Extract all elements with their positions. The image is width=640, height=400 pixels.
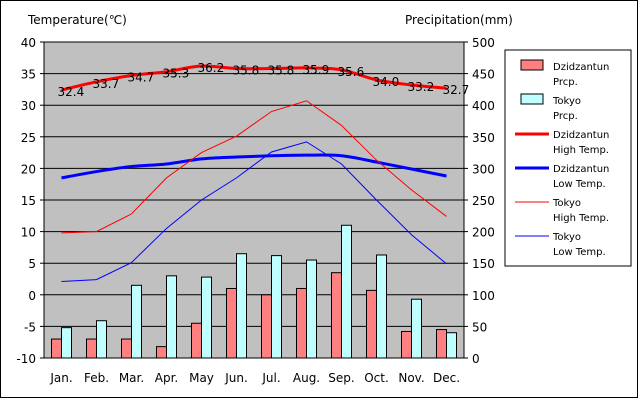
x-tick-label: Sep. — [328, 371, 354, 385]
bar — [191, 322, 202, 359]
data-label: 33.7 — [93, 77, 120, 91]
x-tick-label: Apr. — [155, 371, 178, 385]
y2-tick-label: 200 — [472, 226, 495, 240]
bar — [411, 298, 422, 359]
bar — [96, 320, 107, 359]
y2-tick-label: 400 — [472, 99, 495, 113]
bar — [166, 275, 177, 359]
bar — [446, 332, 457, 359]
bar — [341, 224, 352, 359]
y-tick-label: -10 — [16, 352, 36, 366]
left-axis-title: Temperature(℃) — [27, 13, 127, 27]
legend-box — [504, 49, 632, 267]
data-label: 32.4 — [58, 85, 85, 99]
legend-label: High Temp. — [553, 145, 609, 156]
x-tick-label: Jan. — [49, 371, 72, 385]
legend-swatch — [520, 93, 544, 105]
legend-label: High Temp. — [553, 213, 609, 224]
data-label: 35.9 — [303, 63, 330, 77]
data-label: 35.6 — [338, 65, 365, 79]
y2-tick-label: 150 — [472, 257, 495, 271]
bar — [376, 254, 387, 359]
y2-tick-label: 350 — [472, 131, 495, 145]
bar — [201, 276, 212, 359]
y2-tick-label: 450 — [472, 68, 495, 82]
x-tick-label: Feb. — [84, 371, 109, 385]
bar — [61, 327, 72, 359]
line-series — [61, 64, 447, 283]
y2-tick-label: 100 — [472, 289, 495, 303]
x-tick-label: Mar. — [119, 371, 144, 385]
y-tick-label: 0 — [28, 289, 36, 303]
bar — [436, 329, 447, 359]
bar — [401, 330, 412, 359]
bar — [271, 255, 282, 359]
y-tick-label: 10 — [21, 226, 36, 240]
bar — [156, 346, 167, 359]
legend-label: Prcp. — [553, 111, 578, 122]
right-axis-title: Precipitation(mm) — [405, 13, 513, 27]
y2-tick-label: 500 — [472, 36, 495, 50]
bar — [121, 338, 132, 359]
y-tick-label: 5 — [28, 257, 36, 271]
bar — [331, 272, 342, 359]
legend-label: Dzidzantun — [553, 130, 609, 141]
data-label: 36.2 — [198, 61, 225, 75]
x-tick-label: Jul. — [261, 371, 280, 385]
bar — [86, 338, 97, 359]
y-tick-label: 25 — [21, 131, 36, 145]
y-tick-label: 20 — [21, 162, 36, 176]
bar — [51, 338, 62, 359]
data-label: 35.8 — [268, 64, 295, 78]
y-tick-label: 30 — [21, 99, 36, 113]
data-label: 35.8 — [233, 64, 260, 78]
bar — [366, 289, 377, 359]
x-tick-label: Nov. — [398, 371, 424, 385]
y-tick-label: 15 — [21, 194, 36, 208]
legend: Dzidzantun Prcp. Tokyo Prcp. Dzidzantun High … — [504, 49, 632, 267]
axes: 4035302520151050-5-105004504003503002502… — [16, 36, 495, 385]
y-tick-label: -5 — [24, 320, 36, 334]
series-line — [61, 100, 447, 234]
y2-tick-label: 250 — [472, 194, 495, 208]
legend-label: Tokyo — [552, 198, 581, 209]
x-tick-label: Oct. — [364, 371, 389, 385]
y2-tick-label: 0 — [472, 352, 480, 366]
gridlines — [44, 73, 464, 327]
x-tick-label: May — [189, 371, 214, 385]
y2-tick-label: 300 — [472, 162, 495, 176]
legend-label: Tokyo — [552, 232, 581, 243]
data-label: 35.3 — [163, 67, 190, 81]
y2-tick-label: 50 — [472, 320, 487, 334]
y-tick-label: 35 — [21, 68, 36, 82]
data-label: 33.2 — [408, 80, 435, 94]
x-tick-label: Aug. — [293, 371, 320, 385]
bar — [261, 294, 272, 359]
legend-label: Low Temp. — [553, 247, 606, 258]
data-label: 34.0 — [373, 75, 400, 89]
x-tick-label: Jun. — [224, 371, 248, 385]
bar — [236, 253, 247, 359]
x-tick-label: Dec. — [433, 371, 460, 385]
bar — [131, 284, 142, 359]
series-line — [61, 141, 447, 283]
legend-label: Low Temp. — [553, 179, 606, 190]
data-labels: 32.4 33.7 34.7 35.3 36.2 35.8 35.8 35.9 35.6 34.0… — [58, 61, 470, 99]
series-line — [61, 64, 447, 92]
legend-label: Tokyo — [552, 96, 581, 107]
bar — [306, 259, 317, 359]
data-label: 32.7 — [443, 83, 470, 97]
legend-label: Prcp. — [553, 77, 578, 88]
legend-swatch — [520, 59, 544, 71]
bar — [226, 287, 237, 359]
legend-label: Dzidzantun — [553, 164, 609, 175]
data-label: 34.7 — [128, 70, 155, 84]
legend-label: Dzidzantun — [553, 62, 609, 73]
bar — [296, 287, 307, 359]
y-tick-label: 40 — [21, 36, 36, 50]
